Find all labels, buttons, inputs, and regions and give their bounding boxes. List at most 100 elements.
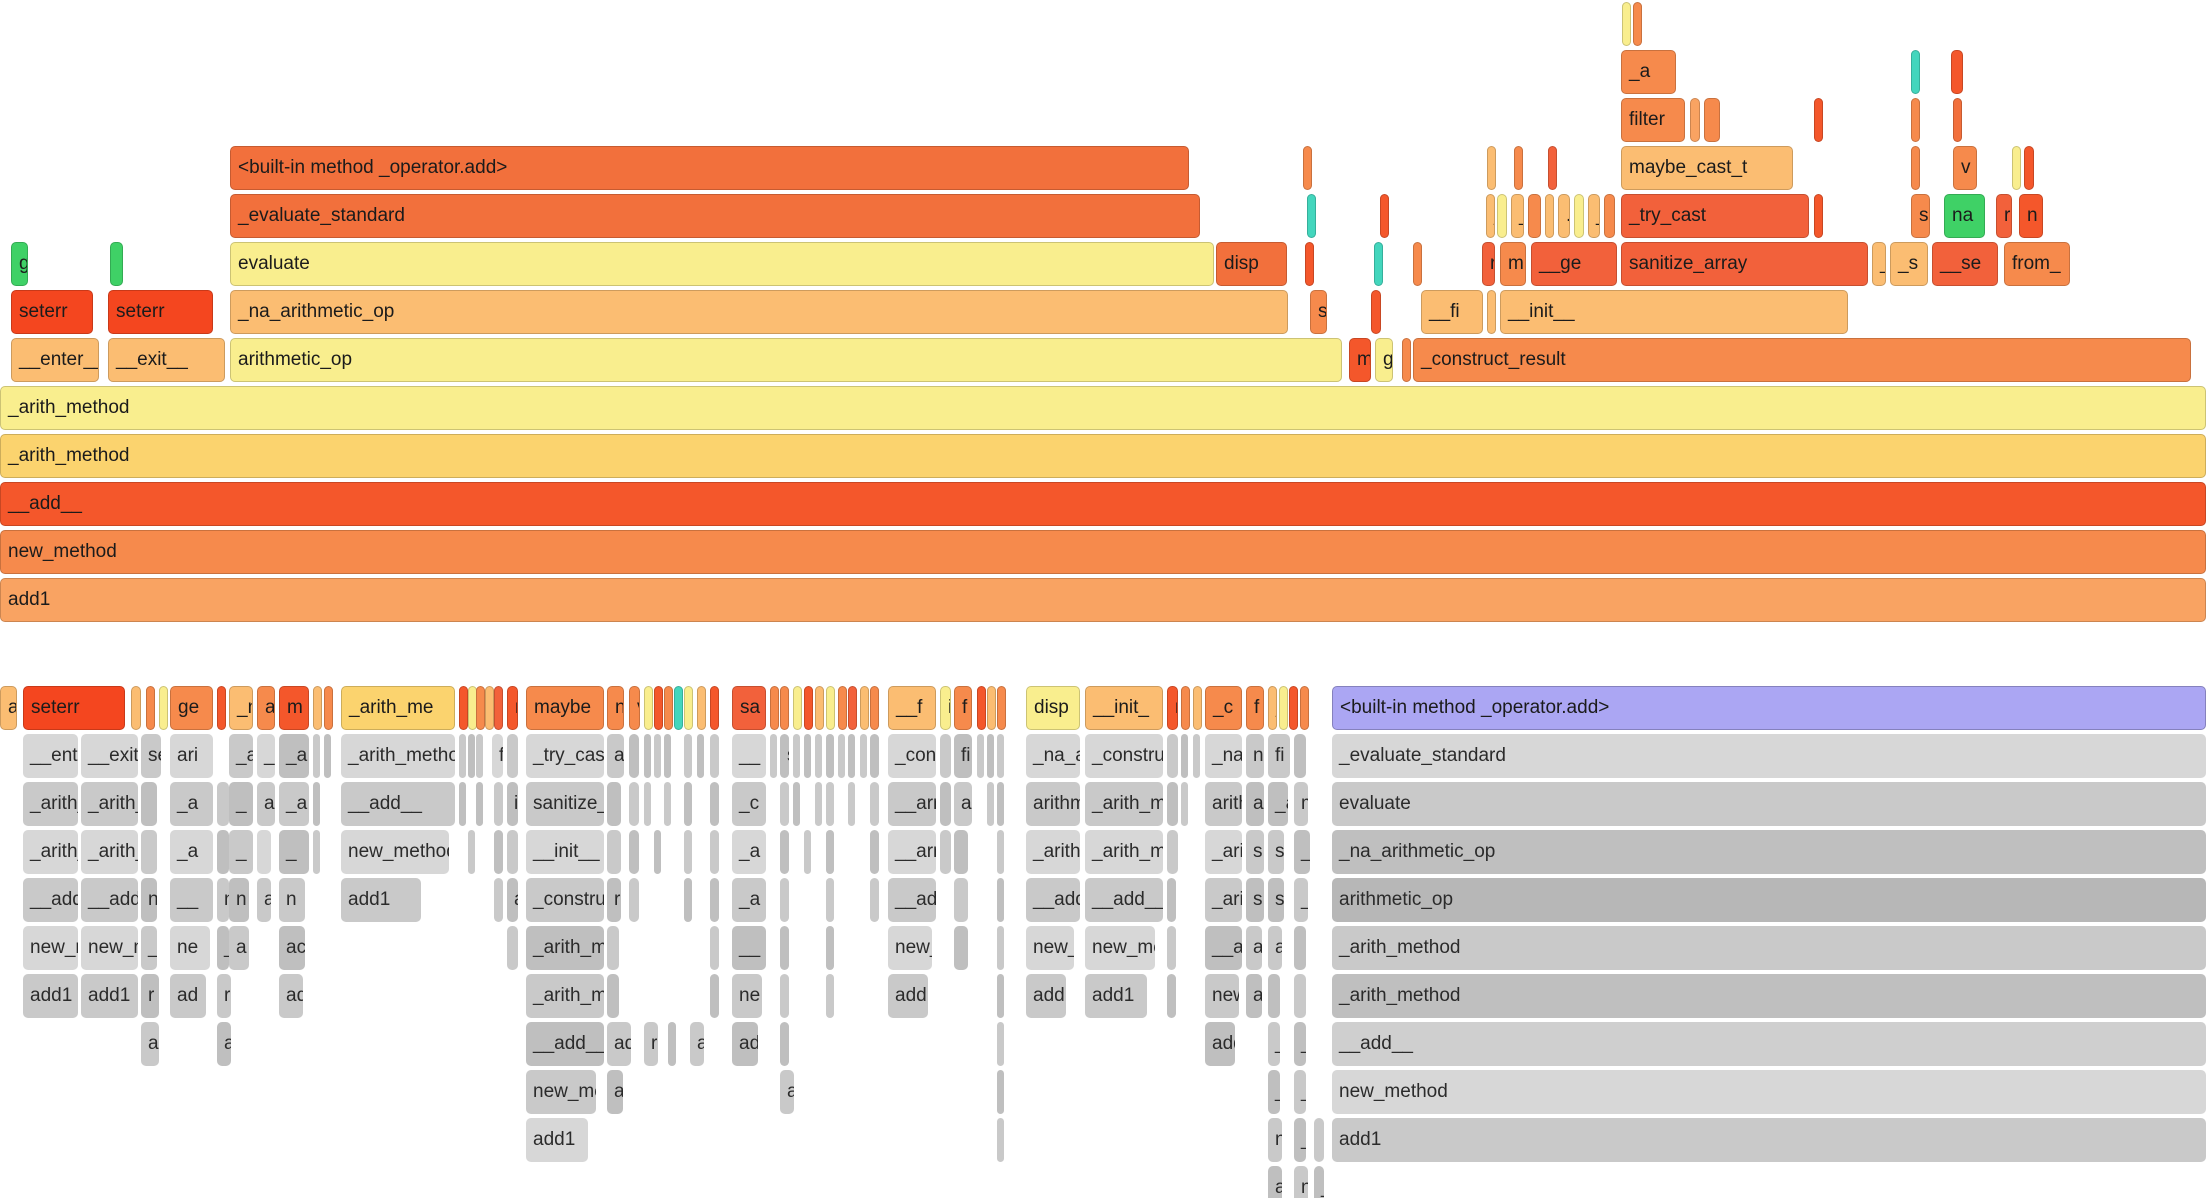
frame-bar[interactable] bbox=[870, 686, 879, 730]
frame-new-method[interactable]: new_method bbox=[888, 926, 932, 970]
frame-bar[interactable] bbox=[654, 734, 661, 778]
frame-i[interactable]: i bbox=[507, 782, 518, 826]
frame-m[interactable]: m bbox=[279, 686, 309, 730]
frame-bar[interactable] bbox=[476, 782, 483, 826]
frame-bar[interactable] bbox=[997, 878, 1004, 922]
frame-bar[interactable]: _ bbox=[257, 734, 275, 778]
frame-bar[interactable] bbox=[870, 734, 879, 778]
frame-bar[interactable] bbox=[459, 686, 468, 730]
frame-bar[interactable]: _ bbox=[1294, 1070, 1306, 1114]
frame-bar[interactable] bbox=[826, 782, 834, 826]
frame-r[interactable]: r bbox=[217, 974, 231, 1018]
frame-bar[interactable] bbox=[476, 734, 483, 778]
frame-bar[interactable] bbox=[860, 686, 869, 730]
frame-bar[interactable] bbox=[684, 878, 692, 922]
frame-bar[interactable] bbox=[1574, 194, 1584, 238]
frame-bar[interactable]: _ bbox=[141, 926, 157, 970]
frame-bar[interactable] bbox=[607, 782, 621, 826]
frame-v[interactable]: v bbox=[1953, 146, 1977, 190]
frame-bar[interactable] bbox=[1193, 686, 1202, 730]
frame-bar[interactable] bbox=[826, 686, 835, 730]
frame-bar[interactable] bbox=[793, 734, 800, 778]
frame-na-arithmetic-op[interactable]: _na_arithmetic_op bbox=[1205, 734, 1242, 778]
frame-bar[interactable] bbox=[815, 734, 822, 778]
frame-bar[interactable] bbox=[1622, 2, 1631, 46]
frame-add1[interactable]: add1 bbox=[341, 878, 421, 922]
frame-add1[interactable]: add1 bbox=[0, 578, 2206, 622]
frame-new-method[interactable]: new_method bbox=[1026, 926, 1074, 970]
frame-bar[interactable]: _ bbox=[1294, 1118, 1306, 1162]
frame-bar[interactable] bbox=[987, 686, 996, 730]
frame-bar[interactable] bbox=[644, 782, 651, 826]
frame-try-cast[interactable]: _try_cast bbox=[1621, 194, 1809, 238]
frame-add[interactable]: __add__ bbox=[526, 1022, 604, 1066]
frame-na-arithmetic-op[interactable]: _na_arithmetic_op bbox=[230, 290, 1288, 334]
frame-ge[interactable]: __ge bbox=[1531, 242, 1617, 286]
frame-n[interactable]: n bbox=[1294, 1166, 1308, 1198]
frame-n[interactable]: _n bbox=[229, 686, 253, 730]
frame-add[interactable]: __add__ bbox=[23, 878, 78, 922]
frame-disp[interactable]: disp bbox=[1026, 686, 1080, 730]
frame-n[interactable]: n bbox=[1268, 1118, 1282, 1162]
frame-bar[interactable] bbox=[1604, 194, 1615, 238]
frame-s[interactable]: s bbox=[1246, 830, 1264, 874]
frame-a[interactable]: a bbox=[1246, 974, 1262, 1018]
frame-bar[interactable] bbox=[804, 734, 811, 778]
frame-a[interactable]: a bbox=[257, 782, 275, 826]
frame-construct-result[interactable]: _construct_result bbox=[1413, 338, 2191, 382]
frame-built-in-method-operator-add[interactable]: <built-in method _operator.add> bbox=[230, 146, 1189, 190]
frame-n[interactable]: n bbox=[607, 686, 624, 730]
frame-bar[interactable] bbox=[629, 782, 639, 826]
frame-new-method[interactable]: new_method bbox=[526, 1070, 596, 1114]
frame-n[interactable]: n bbox=[279, 878, 305, 922]
frame-a[interactable]: _a bbox=[170, 830, 213, 874]
frame-n[interactable]: n bbox=[2019, 194, 2043, 238]
frame-bar[interactable] bbox=[780, 1022, 789, 1066]
frame-r[interactable]: r bbox=[607, 878, 621, 922]
frame-bar[interactable]: _ bbox=[217, 926, 229, 970]
frame-bar[interactable] bbox=[110, 242, 123, 286]
frame-a[interactable]: a bbox=[690, 1022, 704, 1066]
frame-bar[interactable] bbox=[1497, 194, 1507, 238]
frame-arith-method[interactable]: _arith_method bbox=[0, 386, 2206, 430]
frame-arithmetic-op[interactable]: arithmetic_op bbox=[1332, 878, 2206, 922]
frame-f[interactable]: f bbox=[954, 686, 972, 730]
frame-a[interactable]: _a bbox=[732, 878, 766, 922]
frame-bar[interactable] bbox=[664, 782, 671, 826]
frame-add1[interactable]: add1 bbox=[1205, 1022, 1235, 1066]
frame-bar[interactable] bbox=[826, 830, 834, 874]
frame-new-method[interactable]: new_method bbox=[23, 926, 78, 970]
frame-bar[interactable] bbox=[710, 926, 719, 970]
frame-bar[interactable] bbox=[1167, 830, 1178, 874]
frame-bar[interactable] bbox=[141, 830, 157, 874]
frame-bar[interactable] bbox=[468, 830, 475, 874]
frame-bar[interactable] bbox=[940, 830, 951, 874]
frame-arith-method[interactable]: _arith_method bbox=[23, 830, 78, 874]
frame-bar[interactable] bbox=[684, 734, 692, 778]
frame-s[interactable]: s bbox=[1268, 878, 1284, 922]
frame-na-arithmetic-op[interactable]: _na_arithmetic_op bbox=[1332, 830, 2206, 874]
frame-bar[interactable] bbox=[1487, 146, 1496, 190]
frame-m[interactable]: m bbox=[1294, 782, 1308, 826]
frame-g[interactable]: g bbox=[11, 242, 28, 286]
frame-g[interactable]: g bbox=[1375, 338, 1393, 382]
frame-na[interactable]: na bbox=[1944, 194, 1985, 238]
frame-bar[interactable] bbox=[793, 782, 800, 826]
frame-bar[interactable] bbox=[507, 734, 518, 778]
frame-evaluate-standard[interactable]: _evaluate_standard bbox=[1332, 734, 2206, 778]
frame-a[interactable]: a bbox=[257, 878, 271, 922]
frame-from[interactable]: from_ bbox=[2004, 242, 2070, 286]
frame-add[interactable]: __add__ bbox=[1205, 926, 1242, 970]
frame-s[interactable]: _s bbox=[1294, 830, 1310, 874]
frame-r[interactable]: r bbox=[507, 686, 518, 730]
frame-bar[interactable] bbox=[710, 878, 719, 922]
frame-bar[interactable] bbox=[1181, 782, 1188, 826]
frame-bar[interactable] bbox=[997, 830, 1004, 874]
frame-bar[interactable] bbox=[1374, 242, 1383, 286]
frame-ge[interactable]: ge bbox=[170, 686, 213, 730]
frame-bar[interactable] bbox=[780, 782, 789, 826]
frame-construct-result[interactable]: _construct_result bbox=[1085, 734, 1163, 778]
frame-a[interactable]: a bbox=[0, 686, 17, 730]
frame-ad[interactable]: ad bbox=[170, 974, 206, 1018]
frame-array[interactable]: __array__ bbox=[888, 830, 936, 874]
